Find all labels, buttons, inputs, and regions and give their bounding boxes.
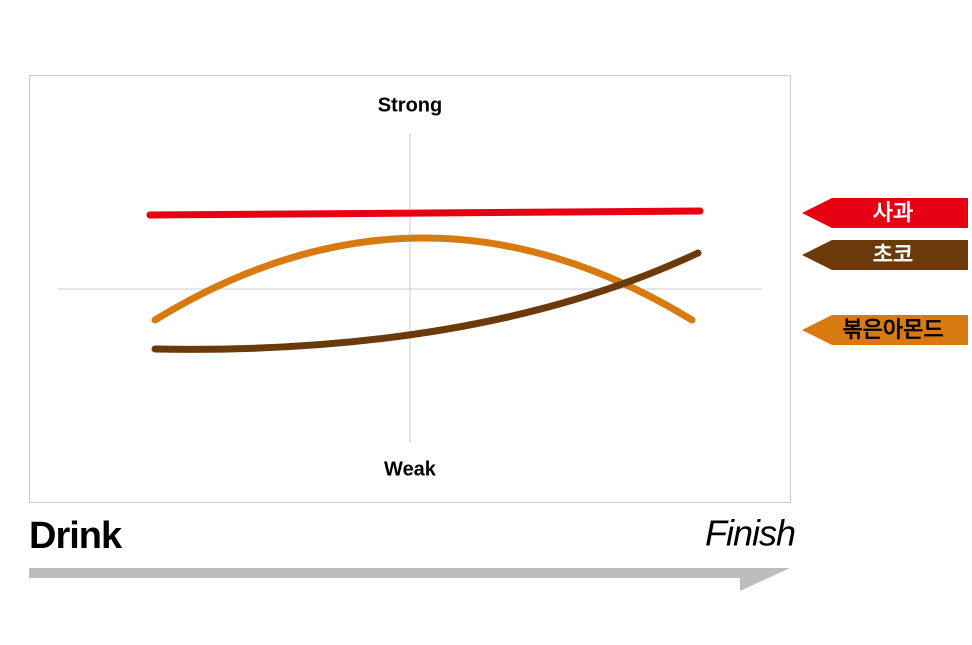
legend-label: 사과	[873, 200, 913, 225]
curve-almond	[151, 234, 696, 324]
legend-tag	[802, 315, 968, 345]
curve-apple	[146, 207, 704, 219]
timeline-end: Finish	[705, 513, 795, 554]
legend-label: 초코	[873, 242, 913, 267]
legend-tag	[802, 240, 968, 270]
axis-bottom-label: Weak	[384, 458, 437, 480]
timeline-start: Drink	[29, 515, 123, 557]
axis-top-label: Strong	[378, 94, 442, 116]
curve-choco	[151, 249, 702, 353]
timeline-arrow	[29, 568, 790, 591]
legend-label: 볶은아몬드	[842, 317, 943, 342]
legend-tag	[802, 198, 968, 228]
